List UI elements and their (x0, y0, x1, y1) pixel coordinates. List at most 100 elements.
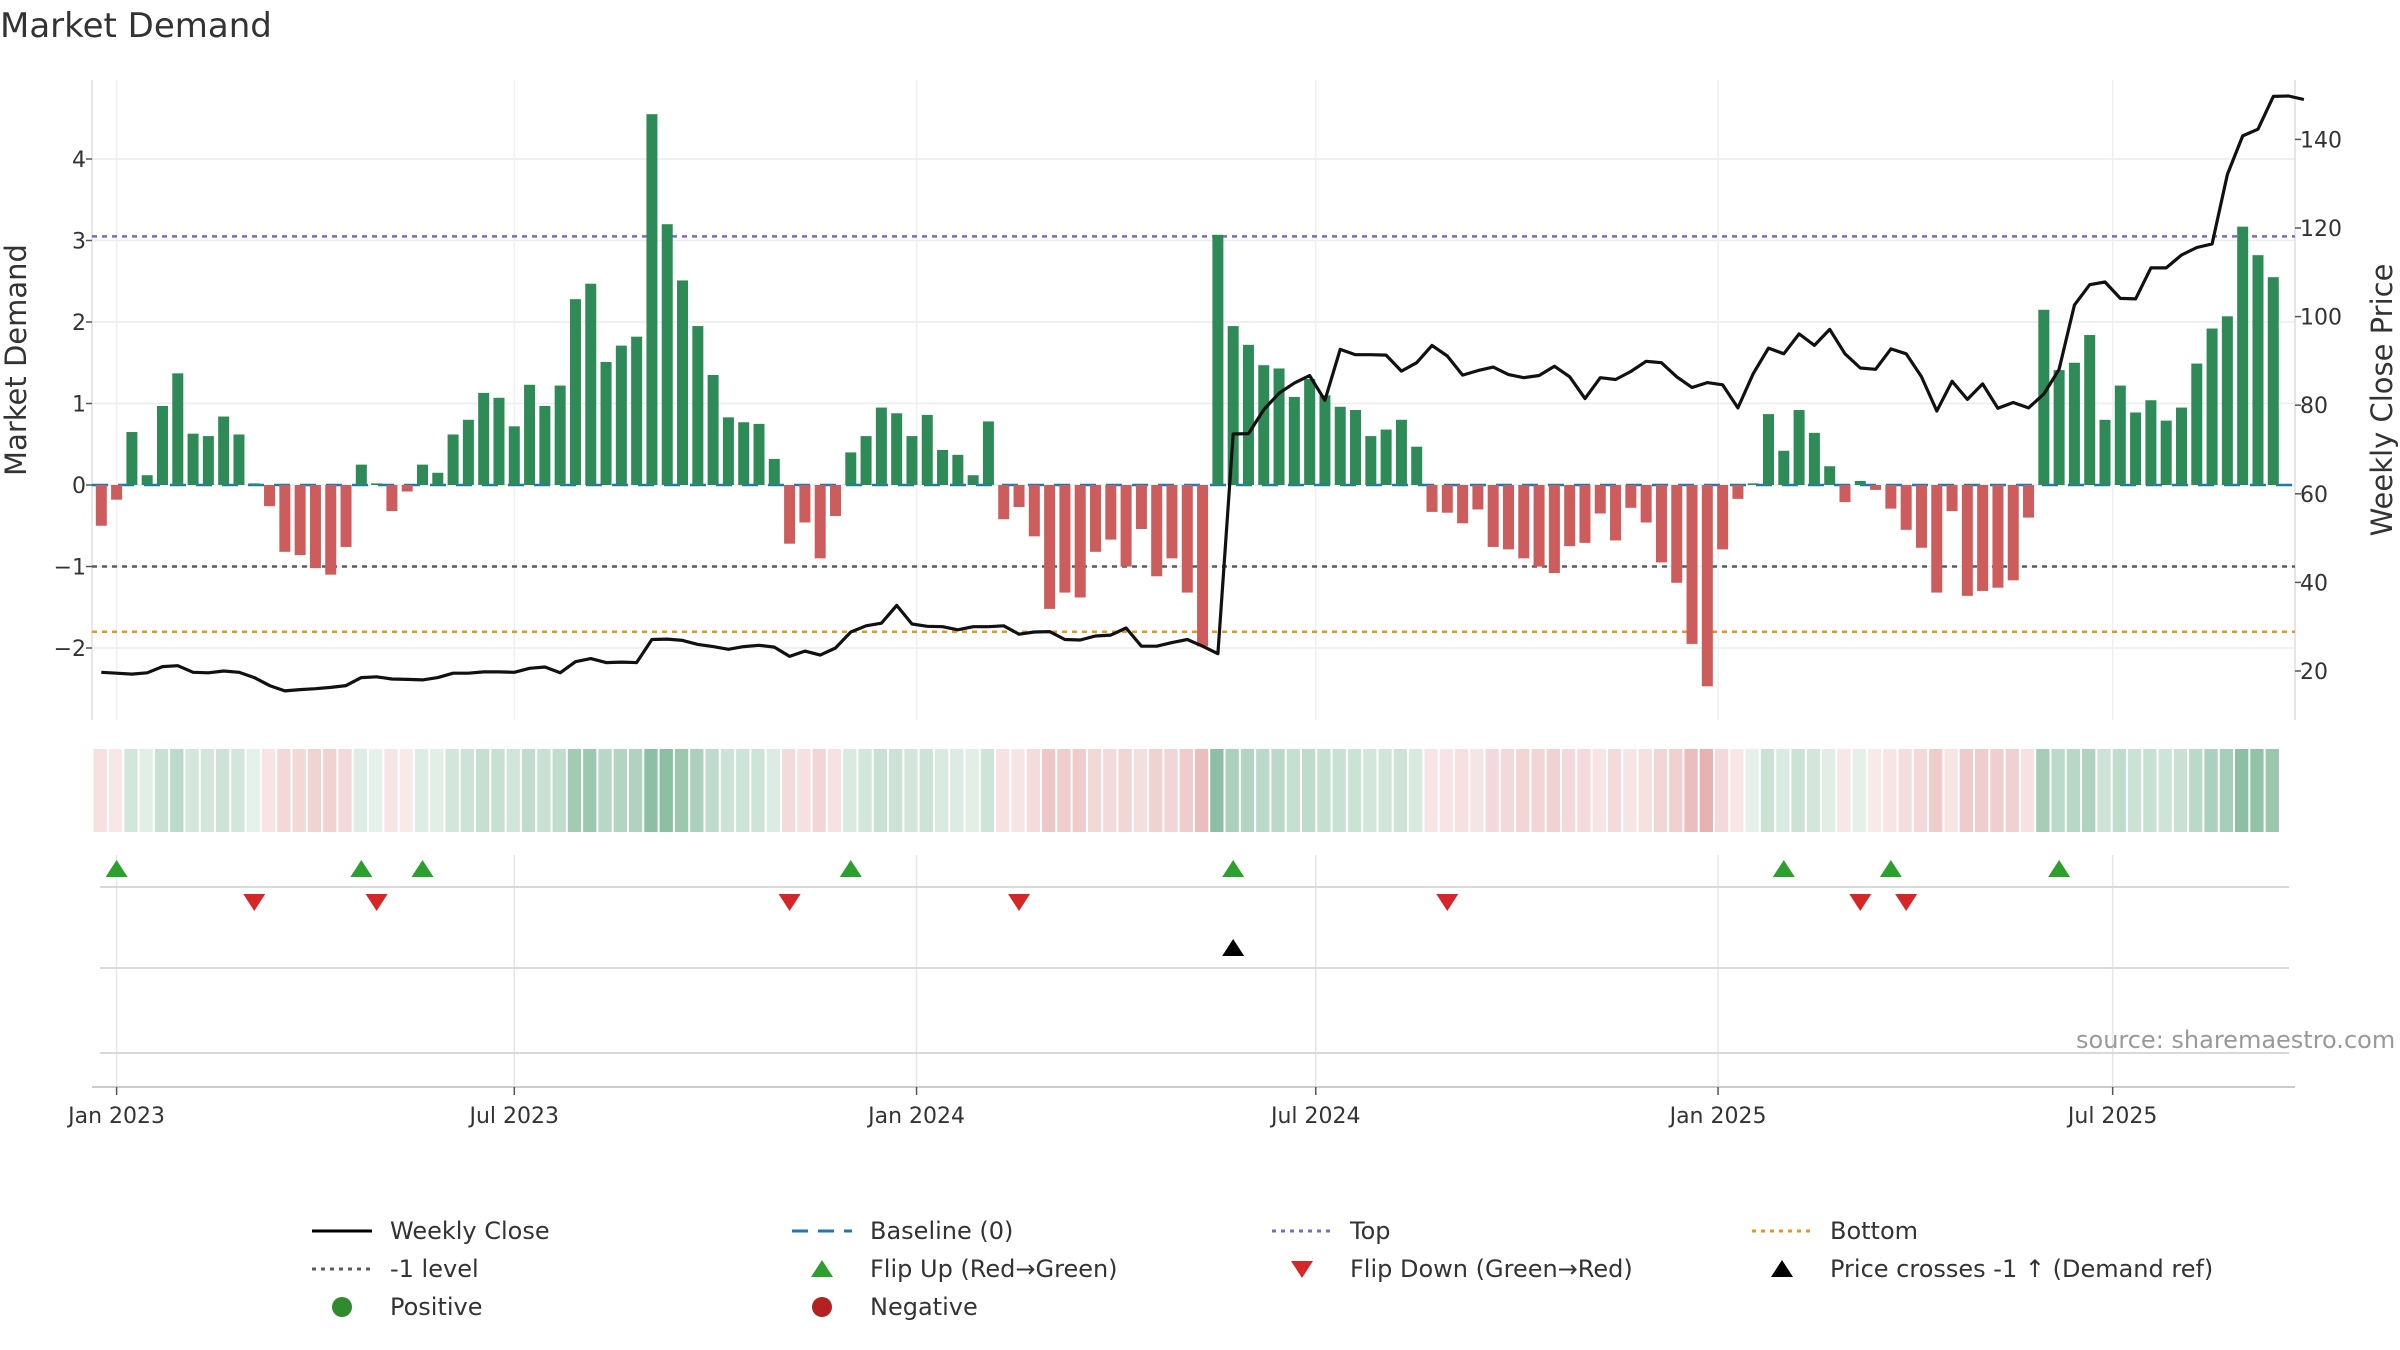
heat-cell (1011, 749, 1025, 832)
demand-bar (1212, 234, 1224, 485)
legend-item-flip-up: Flip Up (Red→Green) (792, 1254, 1118, 1284)
demand-bar (1610, 485, 1622, 541)
demand-bar (1946, 485, 1958, 512)
y-left-tick-label: 4 (72, 148, 86, 173)
x-tick-label: Jul 2025 (2066, 1104, 2158, 1129)
heat-cell (353, 749, 367, 832)
heat-cell (690, 749, 704, 832)
heat-cell (154, 749, 169, 832)
demand-bar (1961, 485, 1973, 596)
heat-cell (1363, 749, 1377, 832)
demand-bar (814, 485, 826, 559)
demand-bar (1808, 432, 1820, 485)
demand-bar (187, 433, 199, 485)
heat-strip (93, 749, 2279, 832)
demand-bar (1854, 480, 1866, 485)
heat-cell (2143, 749, 2157, 832)
heat-cell (1516, 749, 1530, 832)
demand-bar (1502, 485, 1514, 550)
heat-cell (216, 749, 230, 832)
legend-item-top: Top (1272, 1216, 1391, 1246)
demand-bar (1350, 410, 1362, 485)
legend-label: -1 level (390, 1255, 479, 1283)
heat-cell (1791, 749, 1805, 832)
legend-label: Flip Up (Red→Green) (870, 1255, 1118, 1283)
heat-cell (1592, 749, 1606, 832)
demand-bar (2160, 420, 2172, 485)
heat-cell (1546, 749, 1561, 832)
demand-bar (1013, 485, 1025, 508)
heat-cell (277, 749, 291, 832)
demand-bar (1579, 485, 1591, 543)
heat-cell (873, 749, 888, 832)
heat-cell (1684, 749, 1698, 832)
heat-cell (843, 749, 857, 832)
demand-bar (1288, 396, 1300, 485)
demand-bar (1640, 485, 1652, 523)
demand-bar (1166, 485, 1178, 559)
heat-cell (1347, 749, 1362, 832)
heat-cell (1301, 749, 1316, 832)
demand-bar (1411, 446, 1423, 485)
demand-bar (2068, 362, 2080, 485)
heat-cell (2173, 749, 2188, 832)
heat-cell (2036, 749, 2050, 832)
demand-bar (921, 414, 933, 485)
demand-bar (1915, 485, 1927, 548)
legend-label: Bottom (1830, 1217, 1919, 1245)
heat-cell (904, 749, 918, 832)
source-watermark: source: sharemaestro.com (2076, 1026, 2396, 1054)
heat-cell (812, 749, 826, 832)
demand-bar (906, 436, 918, 485)
heat-cell (307, 749, 322, 832)
y-left-tick-label: 2 (72, 311, 86, 336)
demand-bar (799, 485, 811, 523)
heat-cell (613, 749, 627, 832)
demand-bar (1732, 485, 1744, 499)
demand-bar (937, 449, 949, 485)
demand-bar (264, 485, 276, 507)
demand-bar (1533, 485, 1545, 567)
heat-cell (399, 749, 413, 832)
heat-cell (1959, 749, 1973, 832)
demand-bar (2084, 335, 2096, 485)
heat-cell (1041, 749, 1056, 832)
heat-cell (1944, 749, 1958, 832)
y-right-tick-label: 120 (2300, 217, 2342, 242)
flip-down-marker (365, 894, 388, 911)
demand-bar (1518, 485, 1530, 559)
heat-cell (720, 749, 735, 832)
heat-cell (200, 749, 215, 832)
demand-bar (1977, 485, 1989, 591)
heat-cell (1470, 749, 1484, 832)
demand-bar (2007, 485, 2019, 581)
heat-cell (1225, 749, 1239, 832)
heat-cell (108, 749, 123, 832)
demand-bar (1304, 379, 1316, 485)
demand-bar (1380, 429, 1392, 485)
demand-bar (524, 384, 536, 485)
heat-cell (1730, 749, 1744, 832)
reference-lines (92, 235, 2295, 633)
heat-cell (736, 749, 750, 832)
demand-bar (1870, 485, 1882, 490)
heat-cell (1133, 749, 1148, 832)
heat-cell (628, 749, 643, 832)
heat-cell (2250, 749, 2264, 832)
heat-cell (797, 749, 811, 832)
heat-cell (323, 749, 337, 832)
heat-cell (506, 749, 520, 832)
demand-bar (2237, 226, 2249, 485)
demand-bar (156, 405, 168, 485)
y-left-tick-label: 1 (72, 393, 86, 418)
heat-cell (521, 749, 536, 832)
heat-cell (598, 749, 612, 832)
heat-cell (1623, 749, 1637, 832)
demand-bar (1686, 485, 1698, 644)
heat-cell (2204, 749, 2218, 832)
heat-cell (1531, 749, 1545, 832)
heat-cell (996, 749, 1010, 832)
heat-cell (2219, 749, 2234, 832)
demand-bar (722, 417, 734, 485)
heat-cell (2235, 749, 2249, 832)
